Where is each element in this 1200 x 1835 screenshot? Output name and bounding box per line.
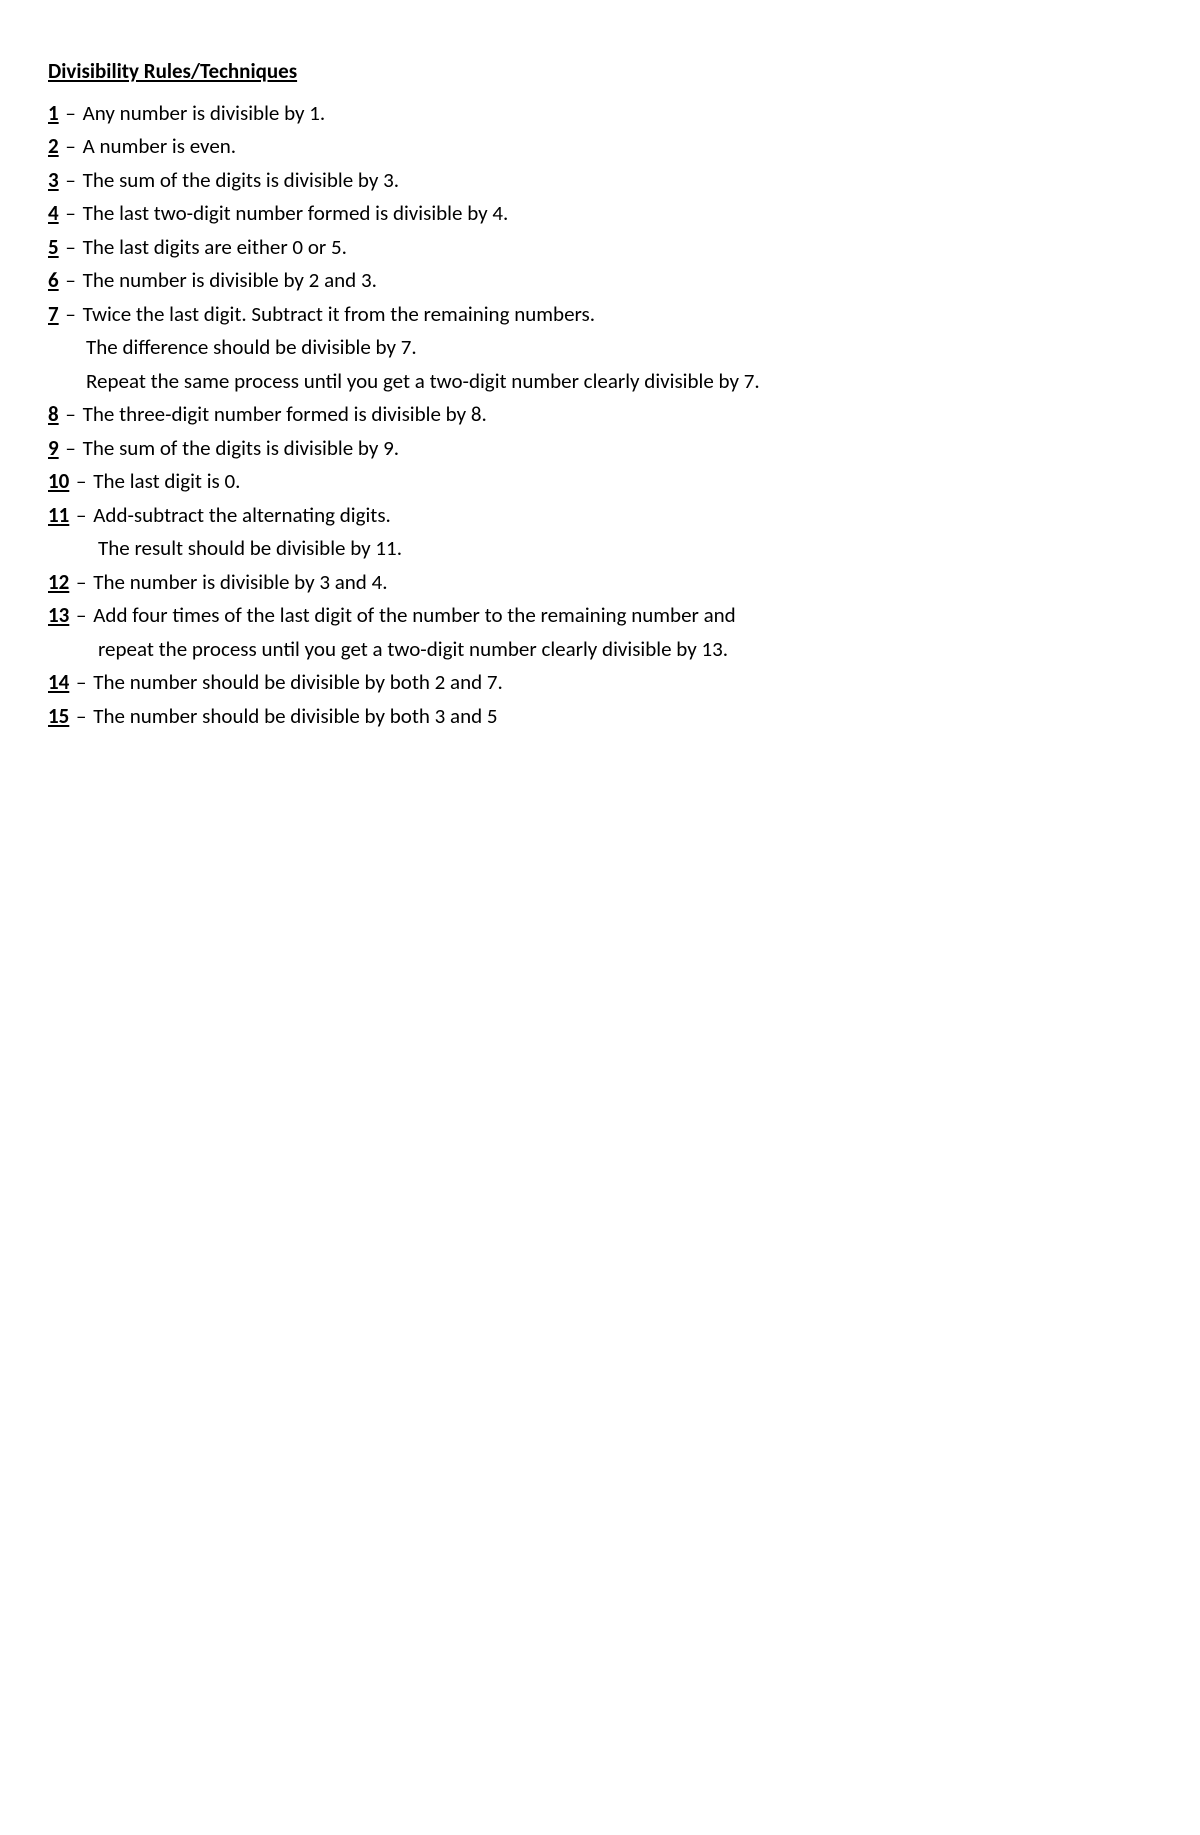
- document-title: Divisibility Rules/Techniques: [48, 56, 1152, 88]
- rule-text: The number is divisible by 2 and 3.: [83, 267, 377, 293]
- rule-text: The number is divisible by 3 and 4.: [93, 569, 387, 595]
- rule-4: 4 – The last two-digit number formed is …: [48, 198, 1152, 230]
- rule-number: 1: [48, 100, 59, 126]
- rule-separator: –: [59, 401, 83, 427]
- rule-1: 1 – Any number is divisible by 1.: [48, 98, 1152, 130]
- rule-11: 11 – Add-subtract the alternating digits…: [48, 500, 1152, 532]
- rule-separator: –: [59, 100, 83, 126]
- rule-text: The last digits are either 0 or 5.: [83, 234, 347, 260]
- rule-separator: –: [59, 301, 83, 327]
- rule-number: 12: [48, 569, 69, 595]
- rule-separator: –: [59, 435, 83, 461]
- rule-number: 13: [48, 602, 69, 628]
- rule-7-continuation-2: Repeat the same process until you get a …: [48, 366, 1152, 398]
- rule-number: 10: [48, 468, 69, 494]
- rule-separator: –: [59, 167, 83, 193]
- rule-7-continuation-1: The difference should be divisible by 7.: [48, 332, 1152, 364]
- rule-text: The last two-digit number formed is divi…: [83, 200, 509, 226]
- rule-number: 6: [48, 267, 59, 293]
- rule-text: The sum of the digits is divisible by 9.: [83, 435, 399, 461]
- rule-separator: –: [69, 569, 93, 595]
- rule-6: 6 – The number is divisible by 2 and 3.: [48, 265, 1152, 297]
- rule-separator: –: [69, 703, 93, 729]
- rule-separator: –: [69, 602, 93, 628]
- rule-text: The sum of the digits is divisible by 3.: [83, 167, 399, 193]
- rule-number: 9: [48, 435, 59, 461]
- rule-13: 13 – Add four times of the last digit of…: [48, 600, 1152, 632]
- rule-separator: –: [59, 200, 83, 226]
- rule-13-continuation-1: repeat the process until you get a two-d…: [48, 634, 1152, 666]
- rule-number: 7: [48, 301, 59, 327]
- rule-number: 14: [48, 669, 69, 695]
- rule-text: Add four times of the last digit of the …: [93, 602, 735, 628]
- rule-text: The three-digit number formed is divisib…: [83, 401, 487, 427]
- rule-9: 9 – The sum of the digits is divisible b…: [48, 433, 1152, 465]
- rule-14: 14 – The number should be divisible by b…: [48, 667, 1152, 699]
- rule-text: Twice the last digit. Subtract it from t…: [83, 301, 595, 327]
- rule-15: 15 – The number should be divisible by b…: [48, 701, 1152, 733]
- rule-number: 8: [48, 401, 59, 427]
- rule-text: The number should be divisible by both 3…: [93, 703, 497, 729]
- rule-number: 11: [48, 502, 69, 528]
- rule-7: 7 – Twice the last digit. Subtract it fr…: [48, 299, 1152, 331]
- rule-separator: –: [69, 502, 93, 528]
- rule-11-continuation-1: The result should be divisible by 11.: [48, 533, 1152, 565]
- rule-number: 2: [48, 133, 59, 159]
- rule-10: 10 – The last digit is 0.: [48, 466, 1152, 498]
- rule-12: 12 – The number is divisible by 3 and 4.: [48, 567, 1152, 599]
- rule-separator: –: [59, 267, 83, 293]
- rule-5: 5 – The last digits are either 0 or 5.: [48, 232, 1152, 264]
- rule-separator: –: [69, 468, 93, 494]
- rule-number: 5: [48, 234, 59, 260]
- rule-separator: –: [59, 234, 83, 260]
- rule-8: 8 – The three-digit number formed is div…: [48, 399, 1152, 431]
- rule-text: The number should be divisible by both 2…: [93, 669, 503, 695]
- rule-text: A number is even.: [83, 133, 236, 159]
- rule-separator: –: [59, 133, 83, 159]
- rule-3: 3 – The sum of the digits is divisible b…: [48, 165, 1152, 197]
- rule-text: Any number is divisible by 1.: [83, 100, 326, 126]
- rule-number: 4: [48, 200, 59, 226]
- rule-number: 15: [48, 703, 69, 729]
- rule-separator: –: [69, 669, 93, 695]
- rule-text: Add-subtract the alternating digits.: [93, 502, 391, 528]
- rule-number: 3: [48, 167, 59, 193]
- rule-text: The last digit is 0.: [93, 468, 240, 494]
- rule-2: 2 – A number is even.: [48, 131, 1152, 163]
